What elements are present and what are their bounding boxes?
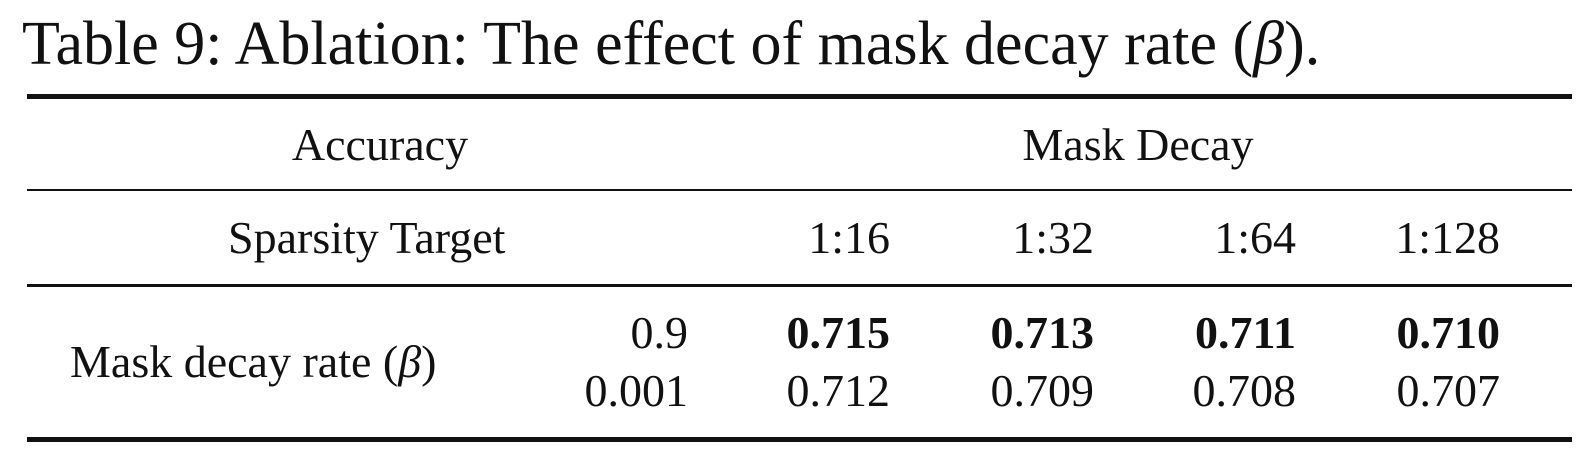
caption-beta-symbol: β — [1253, 10, 1285, 78]
value-0-9-1-32: 0.713 — [990, 307, 1095, 358]
row-label-beta-symbol: β — [398, 336, 422, 387]
value-0-001-1-32: 0.709 — [990, 365, 1095, 416]
value-0-9-1-128: 0.710 — [1396, 307, 1501, 358]
mask-decay-rate-label: Mask decay rate (β) — [70, 335, 436, 389]
row-label-prefix: Mask decay rate ( — [70, 336, 399, 387]
table-caption: Table 9: Ablation: The effect of mask de… — [22, 4, 1320, 84]
column-header-1-64: 1:64 — [1214, 212, 1296, 263]
value-0-001-1-16: 0.712 — [786, 365, 891, 416]
row-label-suffix: ) — [421, 336, 437, 387]
value-0-001-1-128: 0.707 — [1396, 365, 1501, 416]
header-accuracy: Accuracy — [291, 119, 469, 170]
value-0-9-1-64: 0.711 — [1195, 307, 1296, 358]
body-rule — [27, 284, 1572, 287]
column-header-1-128: 1:128 — [1395, 212, 1500, 263]
header-mask-decay: Mask Decay — [1022, 119, 1254, 170]
top-rule — [27, 94, 1572, 99]
header-rule — [27, 189, 1572, 191]
beta-value-0-001: 0.001 — [584, 365, 689, 416]
value-0-9-1-16: 0.715 — [786, 307, 891, 358]
bottom-rule — [27, 437, 1572, 442]
beta-value-0-9: 0.9 — [630, 307, 689, 358]
value-0-001-1-64: 0.708 — [1192, 365, 1297, 416]
column-header-1-16: 1:16 — [808, 212, 890, 263]
caption-prefix: Table 9: Ablation: The effect of mask de… — [22, 10, 1254, 78]
sparsity-target-label: Sparsity Target — [228, 212, 506, 263]
caption-suffix: ). — [1284, 10, 1321, 78]
column-header-1-32: 1:32 — [1012, 212, 1094, 263]
